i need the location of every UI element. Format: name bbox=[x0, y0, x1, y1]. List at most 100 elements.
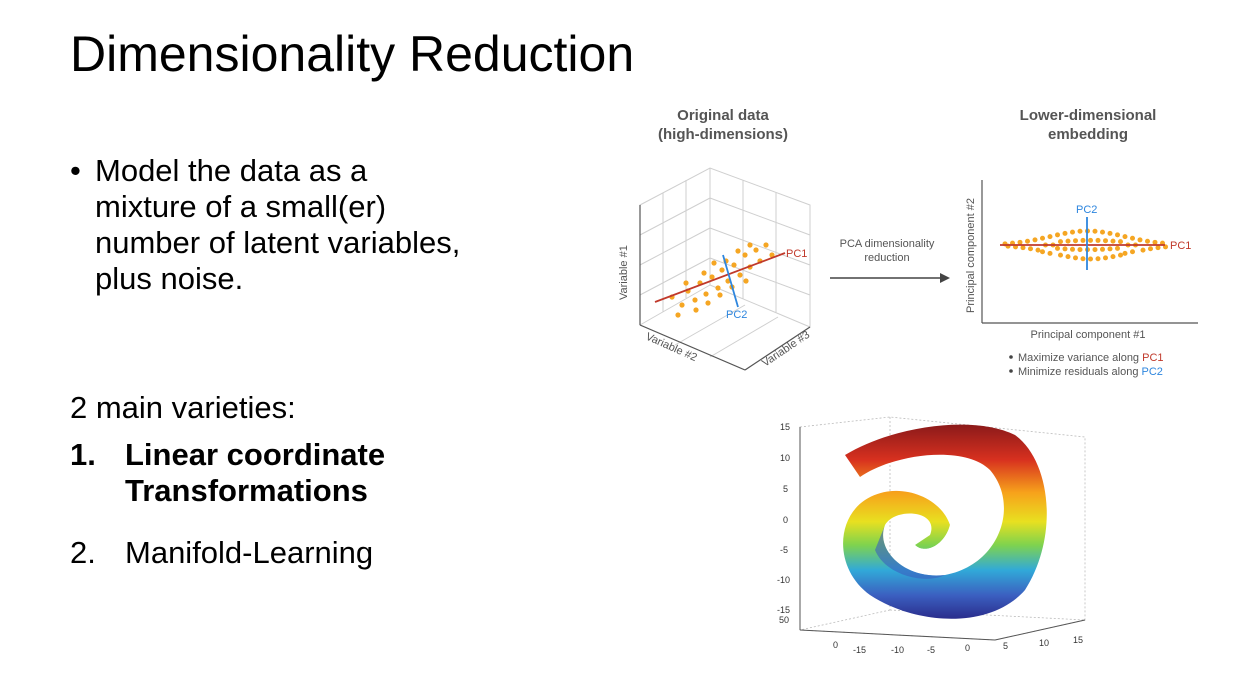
z-tick: 5 bbox=[783, 484, 788, 494]
embedded-point bbox=[1065, 238, 1071, 244]
pc2-label-original: PC2 bbox=[726, 309, 747, 321]
list-item-text: Linear coordinate Transformations bbox=[125, 437, 386, 508]
embedded-point bbox=[1130, 235, 1135, 241]
pc1-label-original: PC1 bbox=[786, 248, 807, 260]
embedded-point bbox=[1035, 247, 1041, 253]
embedded-point bbox=[1047, 234, 1053, 240]
embedded-point bbox=[1073, 255, 1078, 261]
embedded-point bbox=[1110, 254, 1116, 260]
embedded-point bbox=[1115, 245, 1120, 251]
note-minimize: Minimize residuals along PC2 bbox=[1018, 366, 1163, 378]
embedded-point bbox=[1025, 238, 1030, 244]
embedded-point bbox=[1088, 256, 1093, 262]
embedded-point bbox=[1017, 239, 1023, 245]
varieties-heading: 2 main varieties: bbox=[70, 390, 296, 425]
embedded-point bbox=[1055, 232, 1060, 238]
pc2-label-embedded: PC2 bbox=[1076, 204, 1097, 216]
embedded-point bbox=[1058, 252, 1063, 258]
swiss-roll-axes bbox=[799, 427, 1086, 641]
arrow-right-icon bbox=[830, 273, 950, 283]
note-bullet bbox=[1009, 369, 1013, 373]
x-tick: -15 bbox=[853, 645, 866, 655]
z-tick: -10 bbox=[777, 575, 790, 585]
embedded-point bbox=[1020, 245, 1026, 251]
3d-box bbox=[639, 167, 811, 371]
embedded-point bbox=[1062, 230, 1068, 236]
pca-diagram: Original data (high-dimensions) Lower-di… bbox=[618, 107, 1198, 378]
x-tick: 5 bbox=[1003, 641, 1008, 651]
x-tick: -5 bbox=[927, 645, 935, 655]
pc1-line-original bbox=[654, 252, 786, 303]
embedded-point bbox=[1107, 246, 1113, 252]
embedded-point bbox=[1088, 237, 1093, 243]
x-axis-label: Principal component #1 bbox=[1031, 329, 1146, 341]
axis-variable-1: Variable #1 bbox=[618, 245, 630, 300]
embedded-point bbox=[1077, 228, 1083, 234]
arrow-label-line2: reduction bbox=[864, 252, 909, 264]
embedded-point bbox=[1095, 237, 1101, 243]
list-item-text: Manifold-Learning bbox=[125, 535, 374, 570]
note-maximize: Maximize variance along PC1 bbox=[1018, 352, 1164, 364]
original-data-points bbox=[669, 242, 775, 318]
swiss-roll-surface bbox=[843, 424, 1047, 619]
embedded-point bbox=[1080, 256, 1086, 262]
embedded-point bbox=[1032, 237, 1038, 243]
swiss-roll-plot: 15 10 5 0 -5 -10 -15 50 0 -15 -10 -5 0 5… bbox=[777, 416, 1086, 655]
z-tick: -15 bbox=[777, 605, 790, 615]
embedded-point bbox=[1107, 230, 1113, 236]
embedded-point bbox=[1070, 246, 1075, 252]
embedded-point bbox=[1118, 252, 1123, 258]
embedded-point bbox=[1073, 238, 1078, 244]
embedded-point bbox=[1103, 238, 1108, 244]
embedded-point bbox=[1118, 239, 1123, 245]
embedded-point bbox=[1047, 250, 1053, 256]
note-bullet bbox=[1009, 355, 1013, 359]
embedded-point bbox=[1070, 229, 1075, 235]
embedded-point bbox=[1095, 256, 1101, 262]
bullet-text: Model the data as a mixture of a small(e… bbox=[95, 153, 461, 296]
embedded-point bbox=[1100, 229, 1105, 235]
bullet-marker: • bbox=[70, 153, 81, 188]
x-tick: 0 bbox=[965, 643, 970, 653]
embedded-point bbox=[1028, 246, 1033, 252]
z-tick: 15 bbox=[780, 422, 790, 432]
right-title-line1: Lower-dimensional bbox=[1020, 107, 1157, 124]
embedded-point bbox=[1110, 238, 1116, 244]
list-item-number: 2. bbox=[70, 535, 96, 570]
y-tick: 50 bbox=[779, 615, 789, 625]
axis-variable-3: Variable #3 bbox=[760, 329, 812, 370]
embedded-point bbox=[1130, 249, 1135, 255]
embedded-point bbox=[1148, 246, 1153, 252]
embedded-points bbox=[1002, 228, 1168, 262]
pc1-label-embedded: PC1 bbox=[1170, 240, 1191, 252]
embedded-point bbox=[1040, 235, 1045, 241]
embedded-point bbox=[1058, 239, 1063, 245]
x-axis-ticks: -15 -10 -5 0 5 10 15 bbox=[853, 635, 1083, 655]
x-tick: 10 bbox=[1039, 638, 1049, 648]
embedded-point bbox=[1040, 249, 1045, 255]
embedded-point bbox=[1155, 245, 1161, 251]
embedded-point bbox=[1145, 238, 1150, 244]
embedded-point bbox=[1122, 250, 1128, 256]
x-tick: 15 bbox=[1073, 635, 1083, 645]
embedded-point bbox=[1077, 247, 1083, 253]
embedded-point bbox=[1103, 255, 1108, 261]
z-tick: 10 bbox=[780, 453, 790, 463]
list-item-number: 1. bbox=[70, 437, 96, 472]
x-tick: -10 bbox=[891, 645, 904, 655]
embedded-point bbox=[1137, 237, 1143, 243]
embedded-point bbox=[1100, 246, 1105, 252]
embedded-point bbox=[1115, 232, 1120, 238]
embedded-point bbox=[1065, 254, 1071, 260]
arrow-label-line1: PCA dimensionality bbox=[840, 238, 935, 250]
z-axis-ticks: 15 10 5 0 -5 -10 -15 bbox=[777, 422, 790, 615]
pc2-line-original bbox=[722, 254, 739, 308]
z-tick: 0 bbox=[783, 515, 788, 525]
right-title-line2: embedding bbox=[1048, 126, 1128, 143]
embedded-point bbox=[1140, 247, 1146, 253]
embedded-point bbox=[1055, 245, 1060, 251]
z-tick: -5 bbox=[780, 545, 788, 555]
left-title-line2: (high-dimensions) bbox=[658, 126, 788, 143]
embedded-point bbox=[1080, 237, 1086, 243]
3d-box-front bbox=[639, 205, 811, 371]
